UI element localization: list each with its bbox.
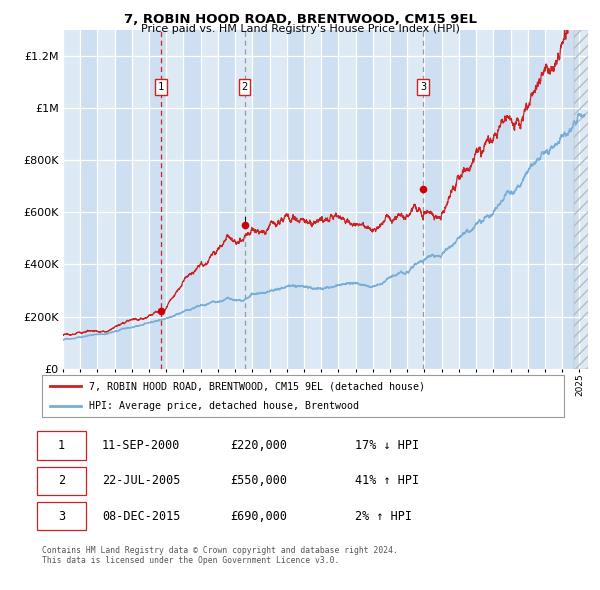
Bar (528, 30, 545, 369)
Text: 11-SEP-2000: 11-SEP-2000 (102, 439, 181, 452)
Text: 1: 1 (158, 82, 164, 92)
Bar (287, 30, 304, 369)
Bar (545, 30, 562, 369)
Text: 3: 3 (420, 82, 426, 92)
Bar (424, 30, 442, 369)
Bar (63, 30, 80, 369)
Bar (166, 30, 184, 369)
Text: HPI: Average price, detached house, Brentwood: HPI: Average price, detached house, Bren… (89, 401, 359, 411)
Bar (304, 30, 321, 369)
Bar (149, 30, 166, 369)
FancyBboxPatch shape (37, 467, 86, 495)
Bar (442, 30, 459, 369)
Bar (218, 30, 235, 369)
Text: 1: 1 (58, 439, 65, 452)
Text: 08-DEC-2015: 08-DEC-2015 (102, 510, 181, 523)
Bar (356, 30, 373, 369)
Text: Contains HM Land Registry data © Crown copyright and database right 2024.: Contains HM Land Registry data © Crown c… (42, 546, 398, 555)
Text: 41% ↑ HPI: 41% ↑ HPI (355, 474, 419, 487)
Bar (115, 30, 132, 369)
Text: 7, ROBIN HOOD ROAD, BRENTWOOD, CM15 9EL (detached house): 7, ROBIN HOOD ROAD, BRENTWOOD, CM15 9EL … (89, 381, 425, 391)
Bar (407, 30, 424, 369)
Bar (80, 30, 97, 369)
FancyBboxPatch shape (37, 431, 86, 460)
Bar (373, 30, 390, 369)
Text: 2: 2 (241, 82, 248, 92)
Text: 3: 3 (58, 510, 65, 523)
Bar (338, 30, 356, 369)
Bar (562, 30, 580, 369)
Bar (321, 30, 338, 369)
Bar (184, 30, 201, 369)
Text: £550,000: £550,000 (230, 474, 287, 487)
Bar (580, 30, 596, 369)
Text: 2: 2 (58, 474, 65, 487)
Text: £690,000: £690,000 (230, 510, 287, 523)
Text: 22-JUL-2005: 22-JUL-2005 (102, 474, 181, 487)
FancyBboxPatch shape (37, 502, 86, 530)
Text: This data is licensed under the Open Government Licence v3.0.: This data is licensed under the Open Gov… (42, 556, 340, 565)
Bar (459, 30, 476, 369)
Bar (97, 30, 115, 369)
Bar (201, 30, 218, 369)
Text: Price paid vs. HM Land Registry's House Price Index (HPI): Price paid vs. HM Land Registry's House … (140, 24, 460, 34)
Bar (574, 30, 590, 369)
Text: 17% ↓ HPI: 17% ↓ HPI (355, 439, 419, 452)
Bar (132, 30, 149, 369)
Bar (269, 30, 287, 369)
Text: £220,000: £220,000 (230, 439, 287, 452)
Bar (235, 30, 253, 369)
Bar (476, 30, 493, 369)
Text: 7, ROBIN HOOD ROAD, BRENTWOOD, CM15 9EL: 7, ROBIN HOOD ROAD, BRENTWOOD, CM15 9EL (124, 13, 476, 26)
Bar (253, 30, 269, 369)
Bar (493, 30, 511, 369)
Bar (390, 30, 407, 369)
Text: 2% ↑ HPI: 2% ↑ HPI (355, 510, 412, 523)
Bar (511, 30, 528, 369)
